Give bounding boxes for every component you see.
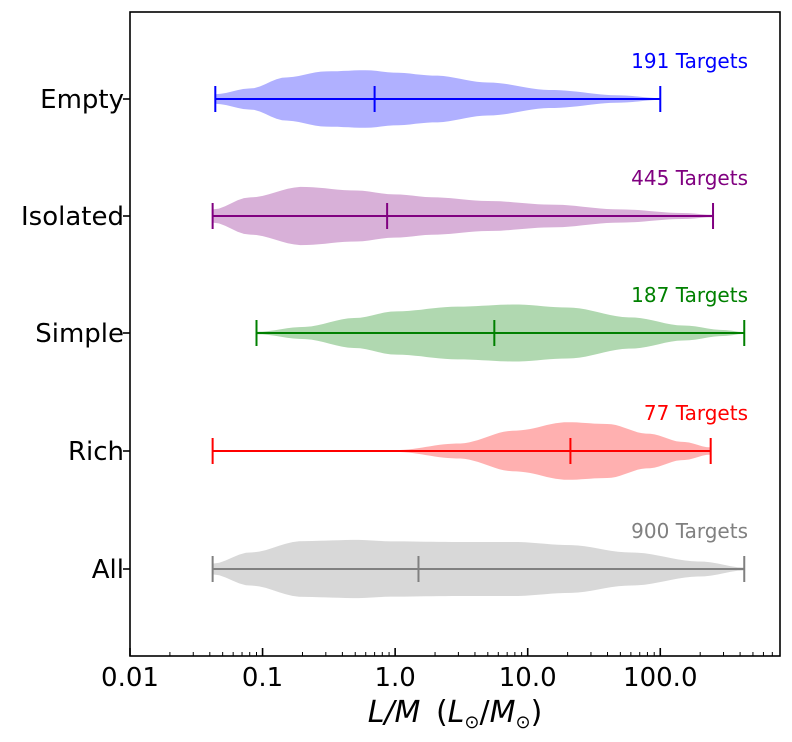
- category-label-isolated: Isolated: [21, 202, 124, 232]
- category-label-simple: Simple: [35, 319, 124, 349]
- category-label-all: All: [92, 555, 124, 585]
- count-label-rich: 77 Targets: [644, 401, 748, 425]
- count-label-all: 900 Targets: [631, 519, 748, 543]
- plot-frame: [129, 11, 781, 657]
- category-label-rich: Rich: [68, 437, 124, 467]
- x-tick-label: 0.1: [242, 663, 283, 693]
- x-tick-label: 1.0: [374, 663, 415, 693]
- category-label-empty: Empty: [40, 85, 124, 115]
- count-label-isolated: 445 Targets: [631, 166, 748, 190]
- x-axis-title: L/M (L⊙/M⊙): [368, 695, 543, 733]
- count-label-simple: 187 Targets: [631, 283, 748, 307]
- x-tick-label: 10.0: [499, 663, 557, 693]
- x-tick-label: 100.0: [623, 663, 697, 693]
- x-tick-label: 0.01: [101, 663, 159, 693]
- count-label-empty: 191 Targets: [631, 49, 748, 73]
